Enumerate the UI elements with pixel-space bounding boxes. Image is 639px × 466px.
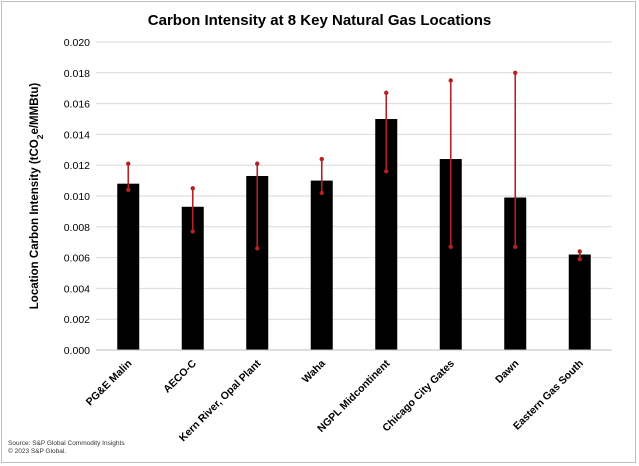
y-tick-label: 0.010: [64, 191, 90, 203]
category-label: PG&E Malin: [84, 358, 135, 409]
category-label: NGPL Midcontinent: [315, 357, 393, 435]
bar: [568, 254, 591, 350]
y-tick-label: 0.018: [64, 68, 90, 80]
y-tick-label: 0.002: [64, 314, 90, 326]
error-bar-cap-low: [577, 256, 582, 262]
error-bar-cap-low: [319, 190, 324, 196]
bars: [117, 119, 591, 350]
error-bar-cap-low: [448, 244, 453, 250]
error-bar-cap-low: [513, 244, 518, 250]
category-label: Waha: [300, 358, 328, 386]
source-note: Source: S&P Global Commodity Insights © …: [8, 440, 125, 456]
error-bar-cap-high: [319, 156, 324, 162]
category-label: AECO-C: [161, 357, 199, 395]
bar: [439, 159, 462, 350]
y-axis-ticks: 0.000 0.002 0.004 0.006 0.008 0.010 0.012 0.014…: [64, 37, 90, 357]
y-axis-label-tail: e/MMBtu): [29, 83, 41, 135]
bar: [310, 180, 333, 350]
error-bar-cap-high: [448, 78, 453, 83]
bar: [117, 183, 140, 350]
chart-title: Carbon Intensity at 8 Key Natural Gas Lo…: [147, 12, 492, 29]
error-bar-cap-high: [126, 161, 131, 166]
y-axis-label: Location Carbon Intensity (tCO2e/MMBtu): [29, 83, 45, 310]
error-bar-cap-high: [255, 161, 260, 166]
bar: [504, 197, 527, 350]
y-tick-label: 0.012: [64, 160, 90, 172]
error-bar-cap-high: [190, 186, 195, 191]
gridlines: [96, 41, 612, 320]
category-label: Dawn: [493, 358, 521, 386]
category-label: Eastern Gas South: [511, 358, 586, 433]
error-bar-cap-high: [384, 90, 389, 96]
bar: [181, 206, 204, 350]
y-tick-label: 0.006: [64, 253, 90, 265]
error-bar-cap-low: [255, 246, 260, 251]
y-tick-label: 0.000: [64, 345, 90, 357]
y-tick-label: 0.008: [64, 222, 90, 234]
error-bar-cap-high: [577, 249, 582, 254]
bar: [375, 119, 398, 350]
y-tick-label: 0.020: [64, 37, 90, 49]
copyright-line: © 2023 S&P Global.: [8, 448, 67, 455]
source-line: Source: S&P Global Commodity Insights: [8, 440, 125, 447]
bar: [246, 175, 269, 350]
y-axis-label-main: Location Carbon Intensity (tCO: [29, 139, 41, 309]
y-tick-label: 0.016: [64, 99, 90, 111]
error-bar-cap-high: [513, 70, 518, 76]
y-tick-label: 0.014: [64, 129, 90, 141]
error-bars: [126, 70, 582, 262]
category-label: Chicago City Gates: [380, 358, 457, 435]
error-bar-cap-low: [384, 169, 389, 174]
error-bar-cap-low: [126, 187, 131, 193]
y-axis-label-subscript: 2: [35, 134, 45, 139]
error-bar-cap-low: [190, 229, 195, 234]
y-tick-label: 0.004: [64, 283, 90, 295]
